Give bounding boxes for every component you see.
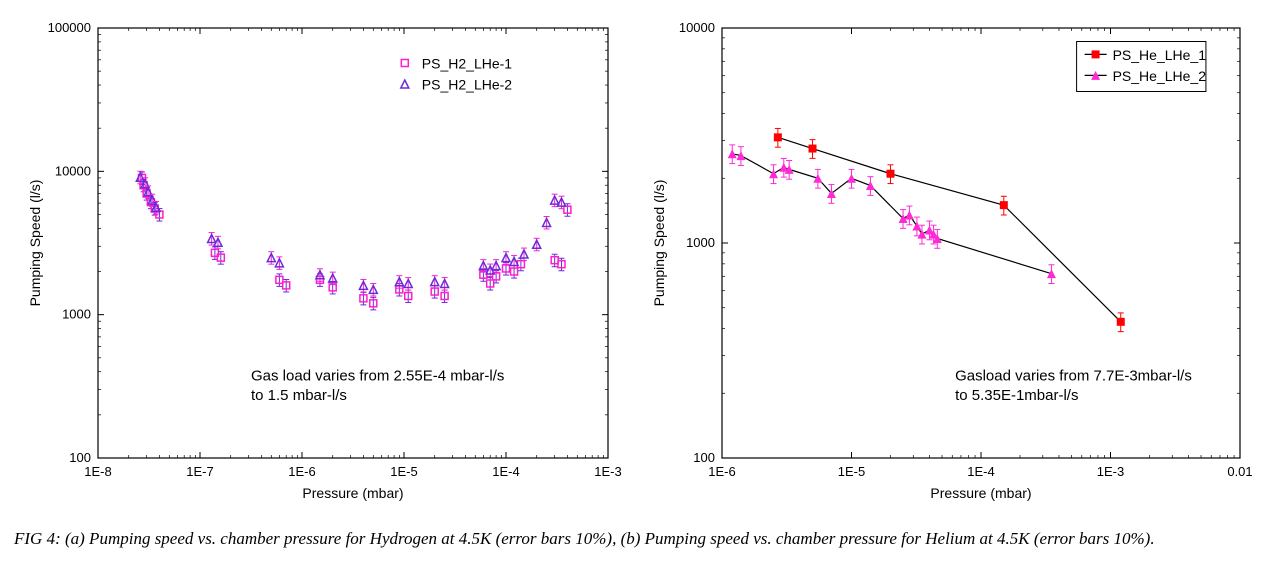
y-tick-label: 10000 [679,20,715,35]
x-tick-label: 1E-3 [1097,464,1124,479]
x-tick-label: 1E-5 [838,464,865,479]
chart-annotation: Gas load varies from 2.55E-4 mbar-l/s [251,368,504,385]
chart-a: 1E-8 1E-7 1E-6 1E-5 1E-4 1E-3 100 1000 10000 1000… [10,0,628,520]
x-tick-label: 1E-4 [967,464,994,479]
x-tick-label: 1E-8 [84,464,111,479]
figure-caption: FIG 4: (a) Pumping speed vs. chamber pre… [14,528,1259,551]
chart-b: 1E-6 1E-5 1E-4 1E-3 0.01 100 1000 10000 Pressure… [640,0,1265,520]
y-tick-label: 1000 [62,307,91,322]
legend-label: PS_H2_LHe-1 [422,56,512,72]
legend-label: PS_H2_LHe-2 [422,77,512,93]
y-tick-label: 100000 [48,20,91,35]
chart-a-wrap: 1E-8 1E-7 1E-6 1E-5 1E-4 1E-3 100 1000 10000 1000… [10,0,628,520]
y-axis-label: Pumping Speed (l/s) [651,180,667,307]
x-tick-label: 1E-6 [288,464,315,479]
x-tick-label: 1E-6 [708,464,735,479]
x-axis-label: Pressure (mbar) [930,485,1031,501]
x-tick-label: 0.01 [1227,464,1252,479]
chart-annotation: Gasload varies from 7.7E-3mbar-l/s [955,368,1192,385]
chart-b-wrap: 1E-6 1E-5 1E-4 1E-3 0.01 100 1000 10000 Pressure… [640,0,1265,520]
x-tick-label: 1E-3 [594,464,621,479]
y-tick-label: 10000 [55,163,91,178]
y-tick-label: 100 [693,450,715,465]
x-tick-label: 1E-4 [492,464,519,479]
y-axis-label: Pumping Speed (l/s) [27,180,43,307]
y-tick-label: 100 [69,450,91,465]
legend-label: PS_He_LHe_1 [1113,47,1207,63]
legend-label: PS_He_LHe_2 [1113,68,1207,84]
chart-annotation: to 5.35E-1mbar-l/s [955,387,1078,404]
chart-annotation: to 1.5 mbar-l/s [251,387,347,404]
x-axis-label: Pressure (mbar) [302,485,403,501]
x-tick-label: 1E-7 [186,464,213,479]
y-tick-label: 1000 [686,235,715,250]
figure-page: 1E-81E-71E-61E-51E-41E-31001000100001000… [0,0,1273,579]
x-tick-label: 1E-5 [390,464,417,479]
